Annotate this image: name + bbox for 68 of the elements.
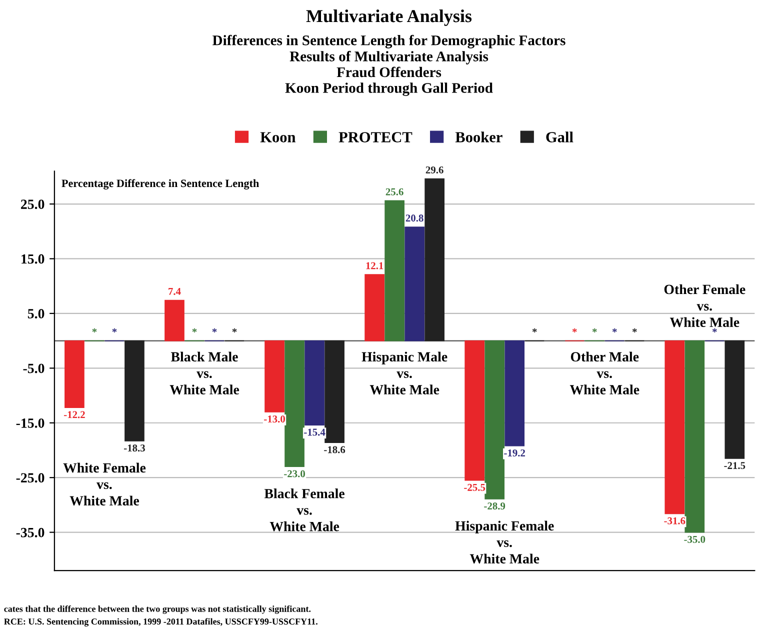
bar [384,200,404,342]
bar [724,340,745,459]
data-label: -25.5 [464,484,486,491]
x-tick-label: Other Male vs. White Male [570,352,640,394]
x-tick-label: Hispanic Male vs. White Male [362,352,448,394]
bar [484,340,505,500]
x-tick-label: Hispanic Female vs. White Male [455,520,554,564]
data-label: -35.0 [684,536,706,543]
data-label: -31.6 [664,517,686,524]
bar [64,340,84,408]
data-label: 12.1 [366,262,384,270]
legend-label: Booker [455,132,502,142]
chart-subtitle: Differences in Sentence Length for Demographic Factors Results of Multivariate Analysis Fraud Offenders Koon Period through Gall Period [212,34,566,96]
data-label: * [92,328,97,332]
x-tick-label: Black Female vs. White Male [264,488,344,532]
data-label: * [712,328,717,332]
y-tick-label: -15.0 [16,418,44,428]
bar [164,300,184,342]
y-tick-label: -25.0 [16,473,44,483]
y-tick-label: 15.0 [22,254,44,264]
y-tick-label: -35.0 [16,528,44,538]
data-label: * [212,328,217,332]
data-label: -18.3 [124,444,145,452]
bar [684,340,705,533]
data-label: -18.6 [324,446,346,454]
data-label: * [572,328,577,332]
data-label: -23.0 [284,470,305,478]
data-label: * [112,328,117,332]
bar [664,340,685,514]
data-label: 25.6 [386,188,404,196]
bar [404,226,424,342]
x-tick-label: White Female vs. White Male [63,462,146,506]
legend-label: PROTECT [338,132,412,142]
y-tick-label: -5.0 [23,364,44,374]
chart-title: Multivariate Analysis [306,10,472,26]
bar [264,340,284,412]
data-label: -12.2 [64,411,85,418]
data-label: 7.4 [168,288,181,295]
bar [124,340,144,442]
data-label: -15.4 [304,428,326,436]
data-label: -19.2 [504,449,525,457]
x-tick-label: Other Female vs. White Male [664,284,746,328]
data-label: -13.0 [264,416,285,423]
y-tick-label: 5.0 [28,309,44,318]
bar [464,340,485,481]
x-tick-label: Black Male vs. White Male [170,352,240,394]
data-label: * [612,328,617,332]
data-label: * [532,328,537,332]
text: cates that the difference between the two groups was not statistically significant. [4,605,311,614]
data-label: * [192,328,197,332]
text: RCE: U.S. Sentencing Commission, 1999 -2011 Datafiles, USSCFY99-USSCFY11. [4,618,318,626]
bar [304,340,324,426]
y-axis-title: Percentage Difference in Sentence Length [62,179,259,190]
bar [504,340,525,446]
data-label: 20.8 [406,214,424,222]
data-label: 29.6 [426,166,444,174]
data-label: -21.5 [724,462,746,470]
data-label: * [632,328,637,332]
legend-label: Koon [260,132,296,142]
data-label: * [232,328,237,332]
data-label: -28.9 [484,502,506,510]
legend-label: Gall [546,132,574,142]
bar [284,340,304,468]
data-label: * [592,328,597,332]
bar [364,274,384,342]
y-tick-label: 25.0 [21,200,44,210]
bar [324,340,344,443]
bar [424,178,444,342]
